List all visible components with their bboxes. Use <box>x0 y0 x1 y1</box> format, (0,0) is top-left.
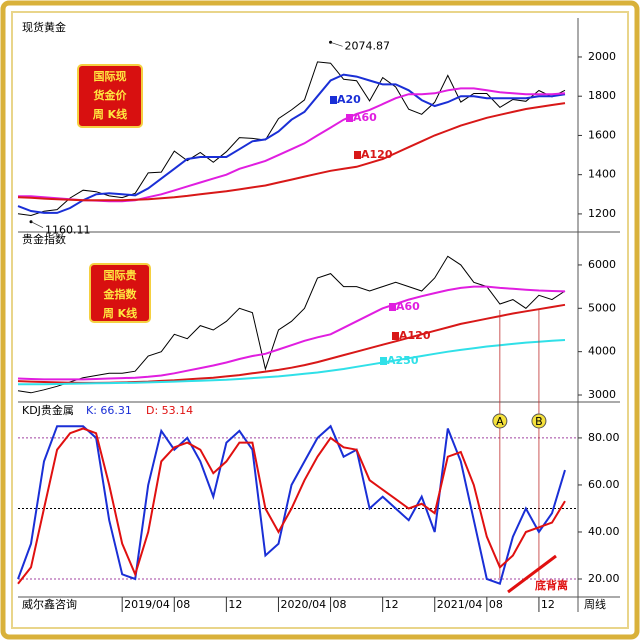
series-line <box>18 339 566 386</box>
badge-text: 周 K线 <box>103 306 137 320</box>
annotation: 1160.11 <box>45 224 91 237</box>
badge-text: 货金价 <box>93 88 128 102</box>
legend-label: A120 <box>361 148 393 161</box>
x-tick-label: 12 <box>385 598 399 611</box>
inner-frame <box>11 11 629 629</box>
x-tick-label: 08 <box>333 598 347 611</box>
y-tick-label: 3000 <box>588 388 616 401</box>
legend-swatch <box>392 332 399 340</box>
legend-swatch <box>346 114 353 122</box>
y-tick-label: 4000 <box>588 345 616 358</box>
series-line <box>17 73 566 214</box>
series-line <box>17 424 566 586</box>
legend-label: A250 <box>387 354 419 367</box>
panel-label: 现货黄金 <box>22 20 66 34</box>
divergence-arrow <box>507 554 557 594</box>
badge-text: 金指数 <box>103 287 138 301</box>
x-tick-label: 2019/04 <box>124 598 170 611</box>
x-tick-label: 08 <box>489 598 503 611</box>
y-tick-label: 60.00 <box>588 478 620 491</box>
legend-swatch <box>389 303 396 311</box>
legend-label: A60 <box>353 111 377 124</box>
source: 威尔鑫咨询 <box>22 597 77 611</box>
legend-label: A60 <box>396 300 420 313</box>
series-line <box>17 427 566 585</box>
x-tick-label: 2021/04 <box>437 598 483 611</box>
panel-label: 贵金指数 <box>22 232 66 246</box>
divergence-marker <box>531 413 547 429</box>
period-label: 周线 <box>584 597 606 611</box>
y-tick-label: 80.00 <box>588 431 620 444</box>
y-tick-label: 20.00 <box>588 572 620 585</box>
y-tick-label: 1800 <box>588 89 616 102</box>
series-line <box>17 102 566 202</box>
legend-label: A120 <box>399 329 431 342</box>
y-tick-label: 6000 <box>588 258 616 271</box>
legend-label: K: 66.31 <box>86 404 132 417</box>
y-tick-label: 5000 <box>588 301 616 314</box>
divergence-label: A <box>496 415 504 428</box>
y-tick-label: 40.00 <box>588 525 620 538</box>
y-tick-label: 1200 <box>588 207 616 220</box>
y-tick-label: 1400 <box>588 168 616 181</box>
divergence-marker <box>492 413 508 429</box>
panel-label: KDJ贵金属 <box>22 403 74 417</box>
badge-text: 周 K线 <box>93 107 127 121</box>
badge <box>77 64 143 128</box>
divergence-label: B <box>535 415 543 428</box>
legend-swatch <box>354 151 361 159</box>
x-tick-label: 2020/04 <box>280 598 326 611</box>
legend-swatch <box>330 96 337 104</box>
annotation-leader <box>30 221 44 229</box>
y-tick-label: 2000 <box>588 50 616 63</box>
y-tick-label: 1600 <box>588 128 616 141</box>
series-line <box>17 255 566 394</box>
badge <box>89 263 151 323</box>
x-tick-label: 12 <box>541 598 555 611</box>
legend-label: D: 53.14 <box>146 404 193 417</box>
badge-text: 国际现 <box>94 69 127 83</box>
extreme-point <box>29 220 33 224</box>
legend-swatch <box>380 357 387 365</box>
annotation: 2074.87 <box>345 39 391 52</box>
divergence-note: 底背离 <box>535 578 568 592</box>
x-tick-label: 08 <box>176 598 190 611</box>
annotation-leader <box>330 41 343 47</box>
x-tick-label: 12 <box>228 598 242 611</box>
badge-text: 国际贵 <box>104 268 137 282</box>
series-line <box>17 61 566 217</box>
series-line <box>17 285 566 381</box>
legend-label: A20 <box>337 93 361 106</box>
